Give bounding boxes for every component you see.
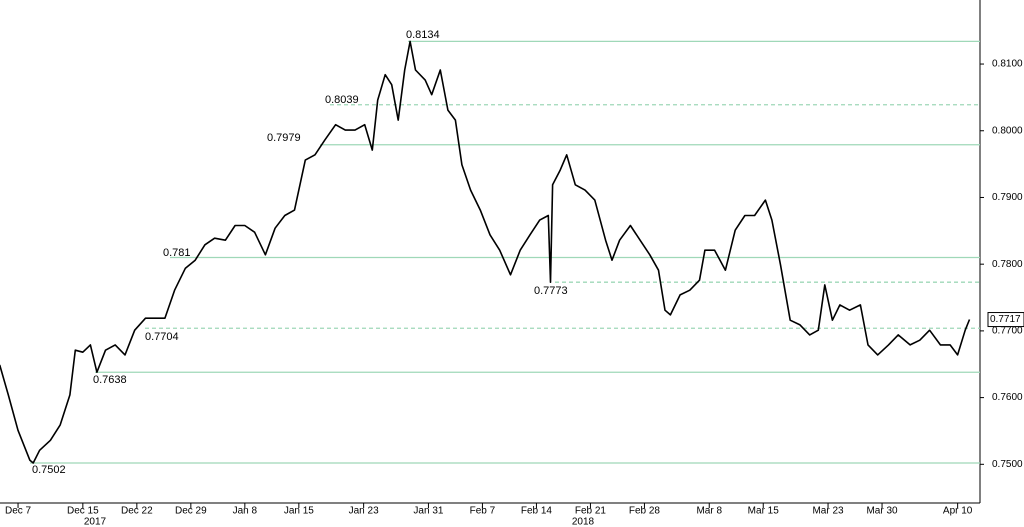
y-tick-label: 0.8100 [992, 59, 1023, 70]
y-tick-label: 0.7800 [992, 259, 1023, 270]
last-price-label: 0.7717 [990, 314, 1021, 325]
x-tick-label: Dec 29 [175, 506, 207, 517]
y-tick-label: 0.7500 [992, 459, 1023, 470]
y-tick-label: 0.7600 [992, 392, 1023, 403]
level-label: 0.7502 [32, 464, 66, 476]
x-tick-label: Feb 28 [629, 506, 661, 517]
y-tick-label: 0.7700 [992, 326, 1023, 337]
level-label: 0.8039 [325, 94, 359, 106]
x-tick-label: Jan 15 [284, 506, 314, 517]
x-tick-label: Feb 7 [470, 506, 496, 517]
x-tick-label: Apr 10 [943, 506, 973, 517]
level-label: 0.7979 [267, 132, 301, 144]
y-tick-label: 0.8000 [992, 125, 1023, 136]
level-label: 0.7638 [93, 374, 127, 386]
last-price-box [987, 312, 1024, 328]
x-tick-label: Feb 21 [575, 506, 607, 517]
x-tick-label: Mar 30 [866, 506, 898, 517]
year-label: 2017 [84, 517, 107, 527]
x-tick-label: Feb 14 [521, 506, 553, 517]
level-label: 0.7704 [145, 331, 179, 343]
x-tick-label: Mar 23 [812, 506, 844, 517]
x-tick-label: Jan 31 [413, 506, 443, 517]
x-tick-label: Dec 22 [121, 506, 153, 517]
x-tick-label: Dec 7 [5, 506, 32, 517]
x-tick-label: Jan 23 [349, 506, 379, 517]
price-line [0, 40, 971, 464]
level-label: 0.7773 [534, 285, 568, 297]
x-tick-label: Mar 8 [696, 506, 722, 517]
level-label: 0.781 [163, 247, 191, 259]
x-tick-label: Jan 8 [233, 506, 258, 517]
x-tick-label: Mar 15 [748, 506, 780, 517]
y-tick-label: 0.7900 [992, 192, 1023, 203]
year-label: 2018 [572, 517, 595, 527]
x-tick-label: Dec 15 [67, 506, 99, 517]
level-label: 0.8134 [406, 29, 440, 41]
